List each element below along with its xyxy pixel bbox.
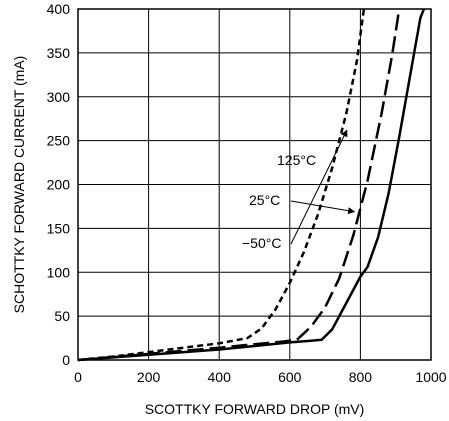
- y-tick-label-350: 350: [47, 45, 71, 61]
- y-tick-label-0: 0: [62, 352, 70, 368]
- annotation-arrow-3: [290, 129, 348, 245]
- x-tick-label-1000: 1000: [415, 369, 446, 385]
- grid: [77, 8, 432, 361]
- x-tick-labels: 0 200 400 600 800 1000: [74, 369, 447, 385]
- annotation-label-3: −50°C: [242, 235, 281, 251]
- x-tick-label-600: 600: [278, 369, 302, 385]
- y-tick-label-400: 400: [47, 1, 71, 17]
- y-tick-label-200: 200: [47, 177, 71, 193]
- y-tick-label-100: 100: [47, 264, 71, 280]
- annotation-label-1: 125°C: [277, 152, 316, 168]
- x-axis-title: SCOTTKY FORWARD DROP (mV): [145, 401, 365, 417]
- plot-frame: [77, 8, 432, 361]
- annotation-layer: 125°C 25°C −50°C: [242, 129, 356, 251]
- y-tick-labels: 0 50 100 150 200 250 300 350 400: [47, 1, 71, 368]
- x-tick-label-200: 200: [137, 369, 161, 385]
- series-line-3-50C: [77, 8, 426, 362]
- annotation-arrow-2: [290, 200, 356, 215]
- x-tick-label-800: 800: [349, 369, 373, 385]
- x-tick-label-400: 400: [208, 369, 232, 385]
- y-tick-label-300: 300: [47, 89, 71, 105]
- y-tick-label-250: 250: [47, 133, 71, 149]
- x-tick-label-0: 0: [74, 369, 82, 385]
- y-axis-title: SCHOTTKY FORWARD CURRENT (mA): [11, 56, 27, 314]
- y-tick-label-50: 50: [54, 308, 70, 324]
- annotation-label-2: 25°C: [249, 192, 280, 208]
- y-tick-label-150: 150: [47, 220, 71, 236]
